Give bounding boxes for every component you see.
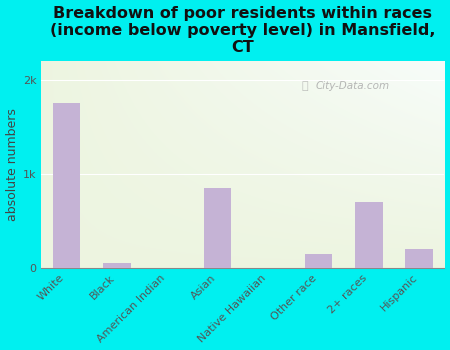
Text: ⦿: ⦿ — [302, 80, 308, 91]
Bar — [103, 263, 130, 268]
Bar — [204, 188, 231, 268]
Bar — [405, 249, 433, 268]
Text: City-Data.com: City-Data.com — [315, 80, 390, 91]
Bar — [305, 254, 332, 268]
Bar — [53, 103, 80, 268]
Bar — [355, 202, 382, 268]
Title: Breakdown of poor residents within races
(income below poverty level) in Mansfie: Breakdown of poor residents within races… — [50, 6, 436, 55]
Y-axis label: absolute numbers: absolute numbers — [5, 108, 18, 221]
